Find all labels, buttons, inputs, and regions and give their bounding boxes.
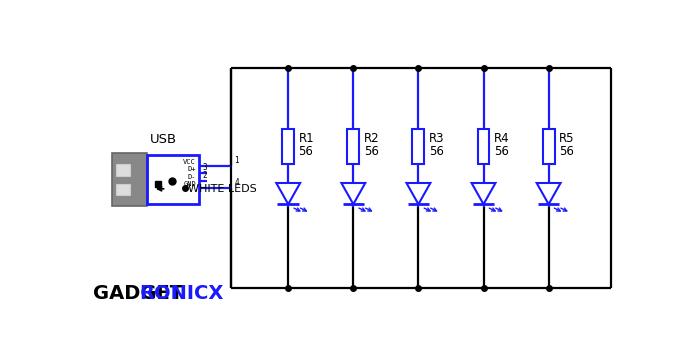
Polygon shape bbox=[276, 183, 300, 204]
Text: 56: 56 bbox=[298, 145, 314, 158]
Text: GND: GND bbox=[183, 181, 196, 187]
Text: VCC: VCC bbox=[183, 159, 196, 165]
Bar bbox=[112, 153, 147, 206]
Text: R3: R3 bbox=[428, 132, 444, 145]
Polygon shape bbox=[472, 183, 496, 204]
Text: R5: R5 bbox=[559, 132, 575, 145]
Text: 3: 3 bbox=[202, 163, 207, 172]
Bar bbox=[116, 164, 130, 176]
Polygon shape bbox=[537, 183, 561, 204]
Bar bbox=[282, 129, 294, 164]
Text: D+: D+ bbox=[188, 166, 196, 172]
Text: 4: 4 bbox=[234, 178, 239, 187]
Text: R1: R1 bbox=[298, 132, 314, 145]
Text: R2: R2 bbox=[363, 132, 379, 145]
Bar bbox=[347, 129, 359, 164]
Text: D-: D- bbox=[188, 174, 196, 179]
Polygon shape bbox=[342, 183, 365, 204]
Text: USB: USB bbox=[150, 133, 177, 146]
Text: 1: 1 bbox=[234, 156, 239, 165]
Text: 2: 2 bbox=[202, 170, 207, 179]
Text: 56: 56 bbox=[428, 145, 444, 158]
Text: GADGET: GADGET bbox=[93, 284, 183, 303]
Polygon shape bbox=[407, 183, 430, 204]
Text: 56: 56 bbox=[494, 145, 509, 158]
Bar bbox=[412, 129, 424, 164]
Bar bbox=[542, 129, 554, 164]
Text: WHITE LEDS: WHITE LEDS bbox=[188, 184, 257, 194]
Text: 56: 56 bbox=[559, 145, 574, 158]
Bar bbox=[477, 129, 489, 164]
Bar bbox=[116, 184, 130, 196]
Text: 56: 56 bbox=[363, 145, 379, 158]
Bar bbox=[147, 155, 199, 204]
Text: R4: R4 bbox=[494, 132, 510, 145]
Text: RONICX: RONICX bbox=[139, 284, 224, 303]
